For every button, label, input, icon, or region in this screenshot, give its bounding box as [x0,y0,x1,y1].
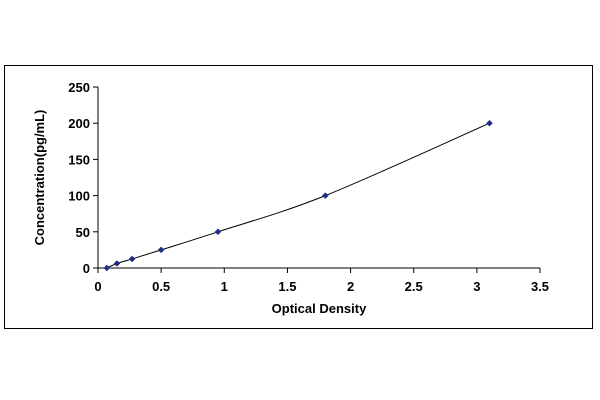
y-tick-label: 250 [68,80,90,95]
x-tick-label: 1 [221,279,228,294]
x-tick-label: 0.5 [152,279,170,294]
data-point [103,264,111,272]
y-axis-ticks: 0 50 100 150 200 250 [68,80,98,276]
x-tick-label: 3.5 [531,279,549,294]
y-tick-label: 50 [76,225,90,240]
trend-curve [106,122,490,269]
x-tick-label: 2 [347,279,354,294]
y-tick-label: 150 [68,152,90,167]
data-point [214,228,222,236]
x-tick-label: 0 [94,279,101,294]
data-point [157,246,165,254]
data-point [321,192,329,199]
data-point [486,119,493,127]
y-tick-label: 0 [83,261,90,276]
y-tick-label: 100 [68,189,90,204]
data-point [113,260,121,267]
chart-frame [4,65,593,329]
data-points [103,119,493,272]
x-axis-ticks: 0 0.5 1 1.5 2 2.5 3 3.5 [94,268,549,294]
y-axis-label: Concentration(pg/mL) [32,110,47,246]
y-tick-label: 200 [68,116,90,131]
axes [97,87,540,269]
x-tick-label: 3 [473,279,480,294]
data-point [128,255,136,263]
x-tick-label: 2.5 [405,279,423,294]
x-axis-label: Optical Density [272,301,367,316]
x-tick-label: 1.5 [278,279,296,294]
